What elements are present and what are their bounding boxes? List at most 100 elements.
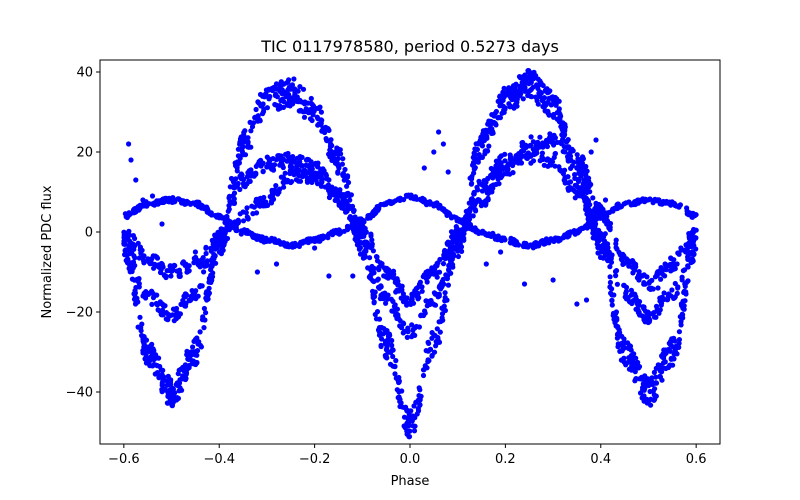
data-point xyxy=(371,265,377,272)
data-point xyxy=(385,337,391,343)
data-point xyxy=(445,169,451,175)
data-point xyxy=(242,227,248,233)
data-point xyxy=(489,112,495,118)
data-point xyxy=(647,279,653,285)
data-point xyxy=(417,402,423,408)
data-point xyxy=(471,191,477,197)
data-point xyxy=(200,255,206,261)
data-point xyxy=(468,181,474,187)
x-tick-label: −0.2 xyxy=(299,452,331,467)
data-point xyxy=(682,281,688,287)
data-point xyxy=(672,280,678,287)
data-point xyxy=(195,204,201,210)
data-point xyxy=(280,156,286,162)
data-point xyxy=(434,326,440,332)
data-point xyxy=(592,232,598,238)
data-point xyxy=(312,245,318,251)
data-point xyxy=(617,348,623,354)
data-point xyxy=(182,368,188,374)
data-point xyxy=(368,275,374,281)
data-point xyxy=(159,199,165,205)
data-point xyxy=(161,374,167,380)
data-point xyxy=(336,227,342,233)
data-point xyxy=(347,214,353,220)
data-point xyxy=(636,309,642,315)
data-point xyxy=(284,241,290,247)
data-point xyxy=(140,293,146,299)
data-point xyxy=(551,154,557,160)
data-point xyxy=(384,355,390,361)
data-point xyxy=(152,371,158,377)
data-point xyxy=(521,281,528,287)
data-point xyxy=(669,287,675,293)
data-point xyxy=(424,303,430,309)
data-point xyxy=(550,277,556,283)
data-point xyxy=(604,218,611,224)
data-point xyxy=(620,253,626,259)
data-point xyxy=(146,201,152,207)
data-point xyxy=(574,184,581,190)
data-point xyxy=(425,357,431,363)
data-point xyxy=(266,96,272,102)
data-point xyxy=(135,324,141,330)
data-point xyxy=(457,242,463,248)
data-point xyxy=(170,306,177,312)
data-point xyxy=(630,270,636,276)
data-point xyxy=(459,228,465,234)
data-point xyxy=(318,109,324,115)
data-point xyxy=(412,332,418,338)
data-point xyxy=(235,146,241,152)
data-point xyxy=(351,208,357,215)
data-point xyxy=(157,363,163,370)
data-point xyxy=(441,281,447,287)
data-point xyxy=(206,290,212,296)
data-point xyxy=(502,158,508,164)
data-point xyxy=(238,231,244,237)
data-point xyxy=(307,107,313,113)
data-point xyxy=(621,282,627,288)
data-point xyxy=(504,171,510,177)
data-point xyxy=(184,269,190,275)
data-point xyxy=(431,349,438,355)
data-point xyxy=(511,159,517,165)
data-point xyxy=(637,376,643,382)
data-point xyxy=(353,217,359,223)
data-point xyxy=(583,297,590,303)
data-point xyxy=(297,178,304,184)
data-point xyxy=(195,341,201,347)
data-point xyxy=(607,264,613,270)
data-point xyxy=(405,325,411,331)
data-point xyxy=(419,288,425,294)
data-point xyxy=(371,300,377,306)
data-point xyxy=(640,381,646,387)
data-point xyxy=(653,380,660,386)
data-point xyxy=(289,179,295,185)
data-point xyxy=(538,143,545,149)
data-point xyxy=(374,309,381,315)
data-point xyxy=(415,285,421,291)
data-point xyxy=(160,367,166,373)
data-point xyxy=(122,248,128,254)
data-point xyxy=(285,87,291,93)
data-point xyxy=(484,187,490,193)
data-point xyxy=(167,313,173,319)
data-point xyxy=(245,139,251,145)
data-point xyxy=(389,337,395,344)
data-point xyxy=(356,246,362,252)
data-point xyxy=(659,353,665,359)
data-point xyxy=(453,224,459,230)
data-point xyxy=(342,166,348,173)
data-point xyxy=(424,279,430,285)
data-point xyxy=(613,273,619,279)
data-point xyxy=(258,235,264,241)
data-point xyxy=(574,228,580,234)
data-point xyxy=(258,202,265,208)
data-point xyxy=(421,165,427,171)
data-point xyxy=(165,373,171,379)
data-point xyxy=(648,396,654,402)
data-point xyxy=(475,159,481,165)
data-point xyxy=(486,143,492,149)
data-point xyxy=(260,168,266,174)
data-point xyxy=(144,347,150,353)
data-point xyxy=(485,121,491,127)
